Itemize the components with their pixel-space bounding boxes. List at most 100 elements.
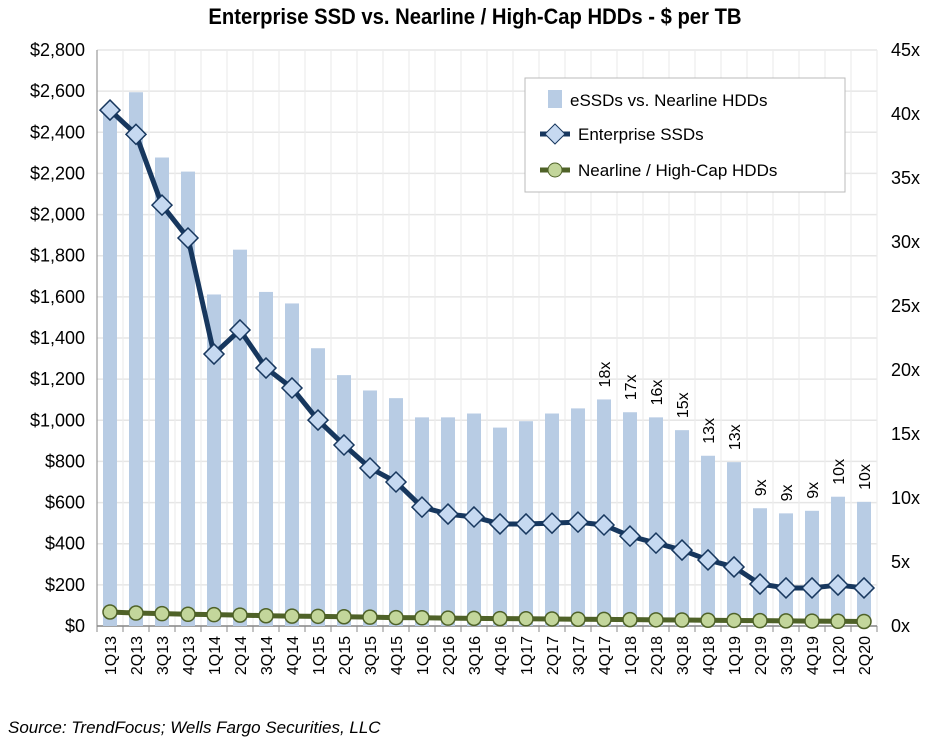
y-left-tick-label: $600 — [45, 493, 85, 513]
x-tick-label: 2Q19 — [753, 636, 770, 675]
hdd-point — [388, 609, 404, 626]
y-right-tick-label: 0x — [891, 616, 910, 636]
y-right-tick-label: 15x — [891, 424, 920, 444]
bar — [129, 92, 143, 627]
x-tick-label: 2Q16 — [441, 636, 458, 675]
legend-diamond-icon — [544, 123, 566, 145]
y-left-tick-label: $1,600 — [30, 287, 85, 307]
legend-swatch-bar — [548, 90, 562, 108]
bar — [623, 412, 637, 626]
bar-data-label: 17x — [623, 374, 640, 400]
x-tick-label: 1Q16 — [415, 636, 432, 675]
y-left-tick-label: $1,800 — [30, 246, 85, 266]
ssd-point — [852, 576, 876, 600]
x-tick-label: 1Q13 — [103, 636, 120, 675]
x-tick-label: 2Q13 — [129, 636, 146, 675]
x-tick-label: 3Q15 — [363, 636, 380, 675]
hdd-point — [622, 611, 638, 628]
hdd-point — [336, 608, 352, 625]
ssd-point — [566, 511, 590, 534]
x-tick-label: 2Q18 — [649, 636, 666, 675]
ssd-point — [332, 433, 356, 457]
bar — [363, 390, 377, 626]
x-tick-label: 1Q20 — [831, 636, 848, 675]
hdd-point — [128, 605, 144, 621]
legend-label: Enterprise SSDs — [578, 125, 704, 144]
bar — [727, 462, 741, 626]
y-right-tick-label: 45x — [891, 40, 920, 60]
hdd-point — [492, 610, 508, 627]
ssd-point — [748, 572, 772, 596]
bar — [857, 501, 871, 626]
ssd-point — [306, 409, 330, 432]
hdd-point — [440, 610, 456, 626]
bar — [337, 375, 351, 626]
ssd-point — [176, 226, 200, 250]
legend-label: eSSDs vs. Nearline HDDs — [570, 91, 767, 110]
y-right-tick-label: 25x — [891, 296, 920, 316]
y-left-tick-label: $200 — [45, 575, 85, 595]
bar — [779, 513, 793, 626]
hdd-point — [804, 613, 820, 629]
hdd-point — [258, 607, 274, 624]
legend-circle-icon — [547, 162, 563, 178]
bar-data-label: 10x — [857, 464, 874, 490]
ssd-point — [436, 503, 460, 526]
bar — [311, 348, 325, 626]
y-left-tick-label: $1,400 — [30, 328, 85, 348]
bar — [597, 399, 611, 626]
bar — [285, 303, 299, 626]
hdd-point — [518, 611, 534, 627]
y-left-tick-label: $400 — [45, 534, 85, 554]
x-tick-label: 4Q13 — [181, 636, 198, 675]
x-tick-label: 3Q18 — [675, 636, 692, 675]
ssd-point — [514, 512, 538, 536]
hdd-point — [544, 611, 560, 627]
y-right-tick-label: 5x — [891, 552, 910, 572]
x-tick-label: 1Q18 — [623, 636, 640, 675]
ssd-point — [228, 318, 252, 342]
y-right-tick-label: 10x — [891, 488, 920, 508]
ssd-point — [800, 576, 824, 600]
x-tick-label: 4Q17 — [597, 636, 614, 675]
hdd-point — [102, 604, 118, 620]
chart-title: Enterprise SSD vs. Nearline / High-Cap H… — [208, 4, 742, 29]
hdd-point — [466, 610, 482, 627]
hdd-point — [310, 608, 326, 625]
ssd-point — [150, 194, 174, 217]
bar — [389, 398, 403, 626]
x-tick-label: 3Q16 — [467, 636, 484, 675]
legend — [524, 77, 846, 193]
ssd-point — [254, 356, 278, 380]
hdd-point — [180, 606, 196, 623]
x-tick-label: 3Q14 — [259, 636, 276, 675]
ssd-point — [540, 512, 564, 535]
hdd-point — [856, 613, 872, 630]
y-left-tick-label: $1,200 — [30, 369, 85, 389]
hdd-point — [752, 612, 768, 629]
x-tick-label: 1Q15 — [311, 636, 328, 675]
y-left-tick-label: $2,200 — [30, 163, 85, 183]
y-right-tick-label: 35x — [891, 168, 920, 188]
bar-data-label: 16x — [649, 380, 666, 406]
bar-data-label: 13x — [701, 418, 718, 444]
x-tick-label: 2Q17 — [545, 636, 562, 675]
hdd-point — [830, 613, 846, 630]
bar-data-label: 18x — [597, 362, 614, 388]
x-tick-label: 3Q19 — [779, 636, 796, 675]
x-tick-label: 4Q19 — [805, 636, 822, 675]
ssd-point — [98, 99, 122, 122]
y-right-tick-label: 20x — [891, 360, 920, 380]
bar — [831, 496, 845, 626]
bar — [649, 417, 663, 626]
y-left-tick-label: $0 — [65, 616, 85, 636]
y-left-tick-label: $800 — [45, 451, 85, 471]
y-left-tick-label: $2,000 — [30, 205, 85, 225]
x-tick-label: 1Q19 — [727, 636, 744, 675]
bar-data-label: 15x — [675, 392, 692, 418]
bar — [259, 291, 273, 626]
hdd-point — [362, 609, 378, 625]
bar — [207, 294, 221, 626]
x-tick-label: 3Q17 — [571, 636, 588, 675]
bar-data-label: 9x — [805, 482, 822, 499]
